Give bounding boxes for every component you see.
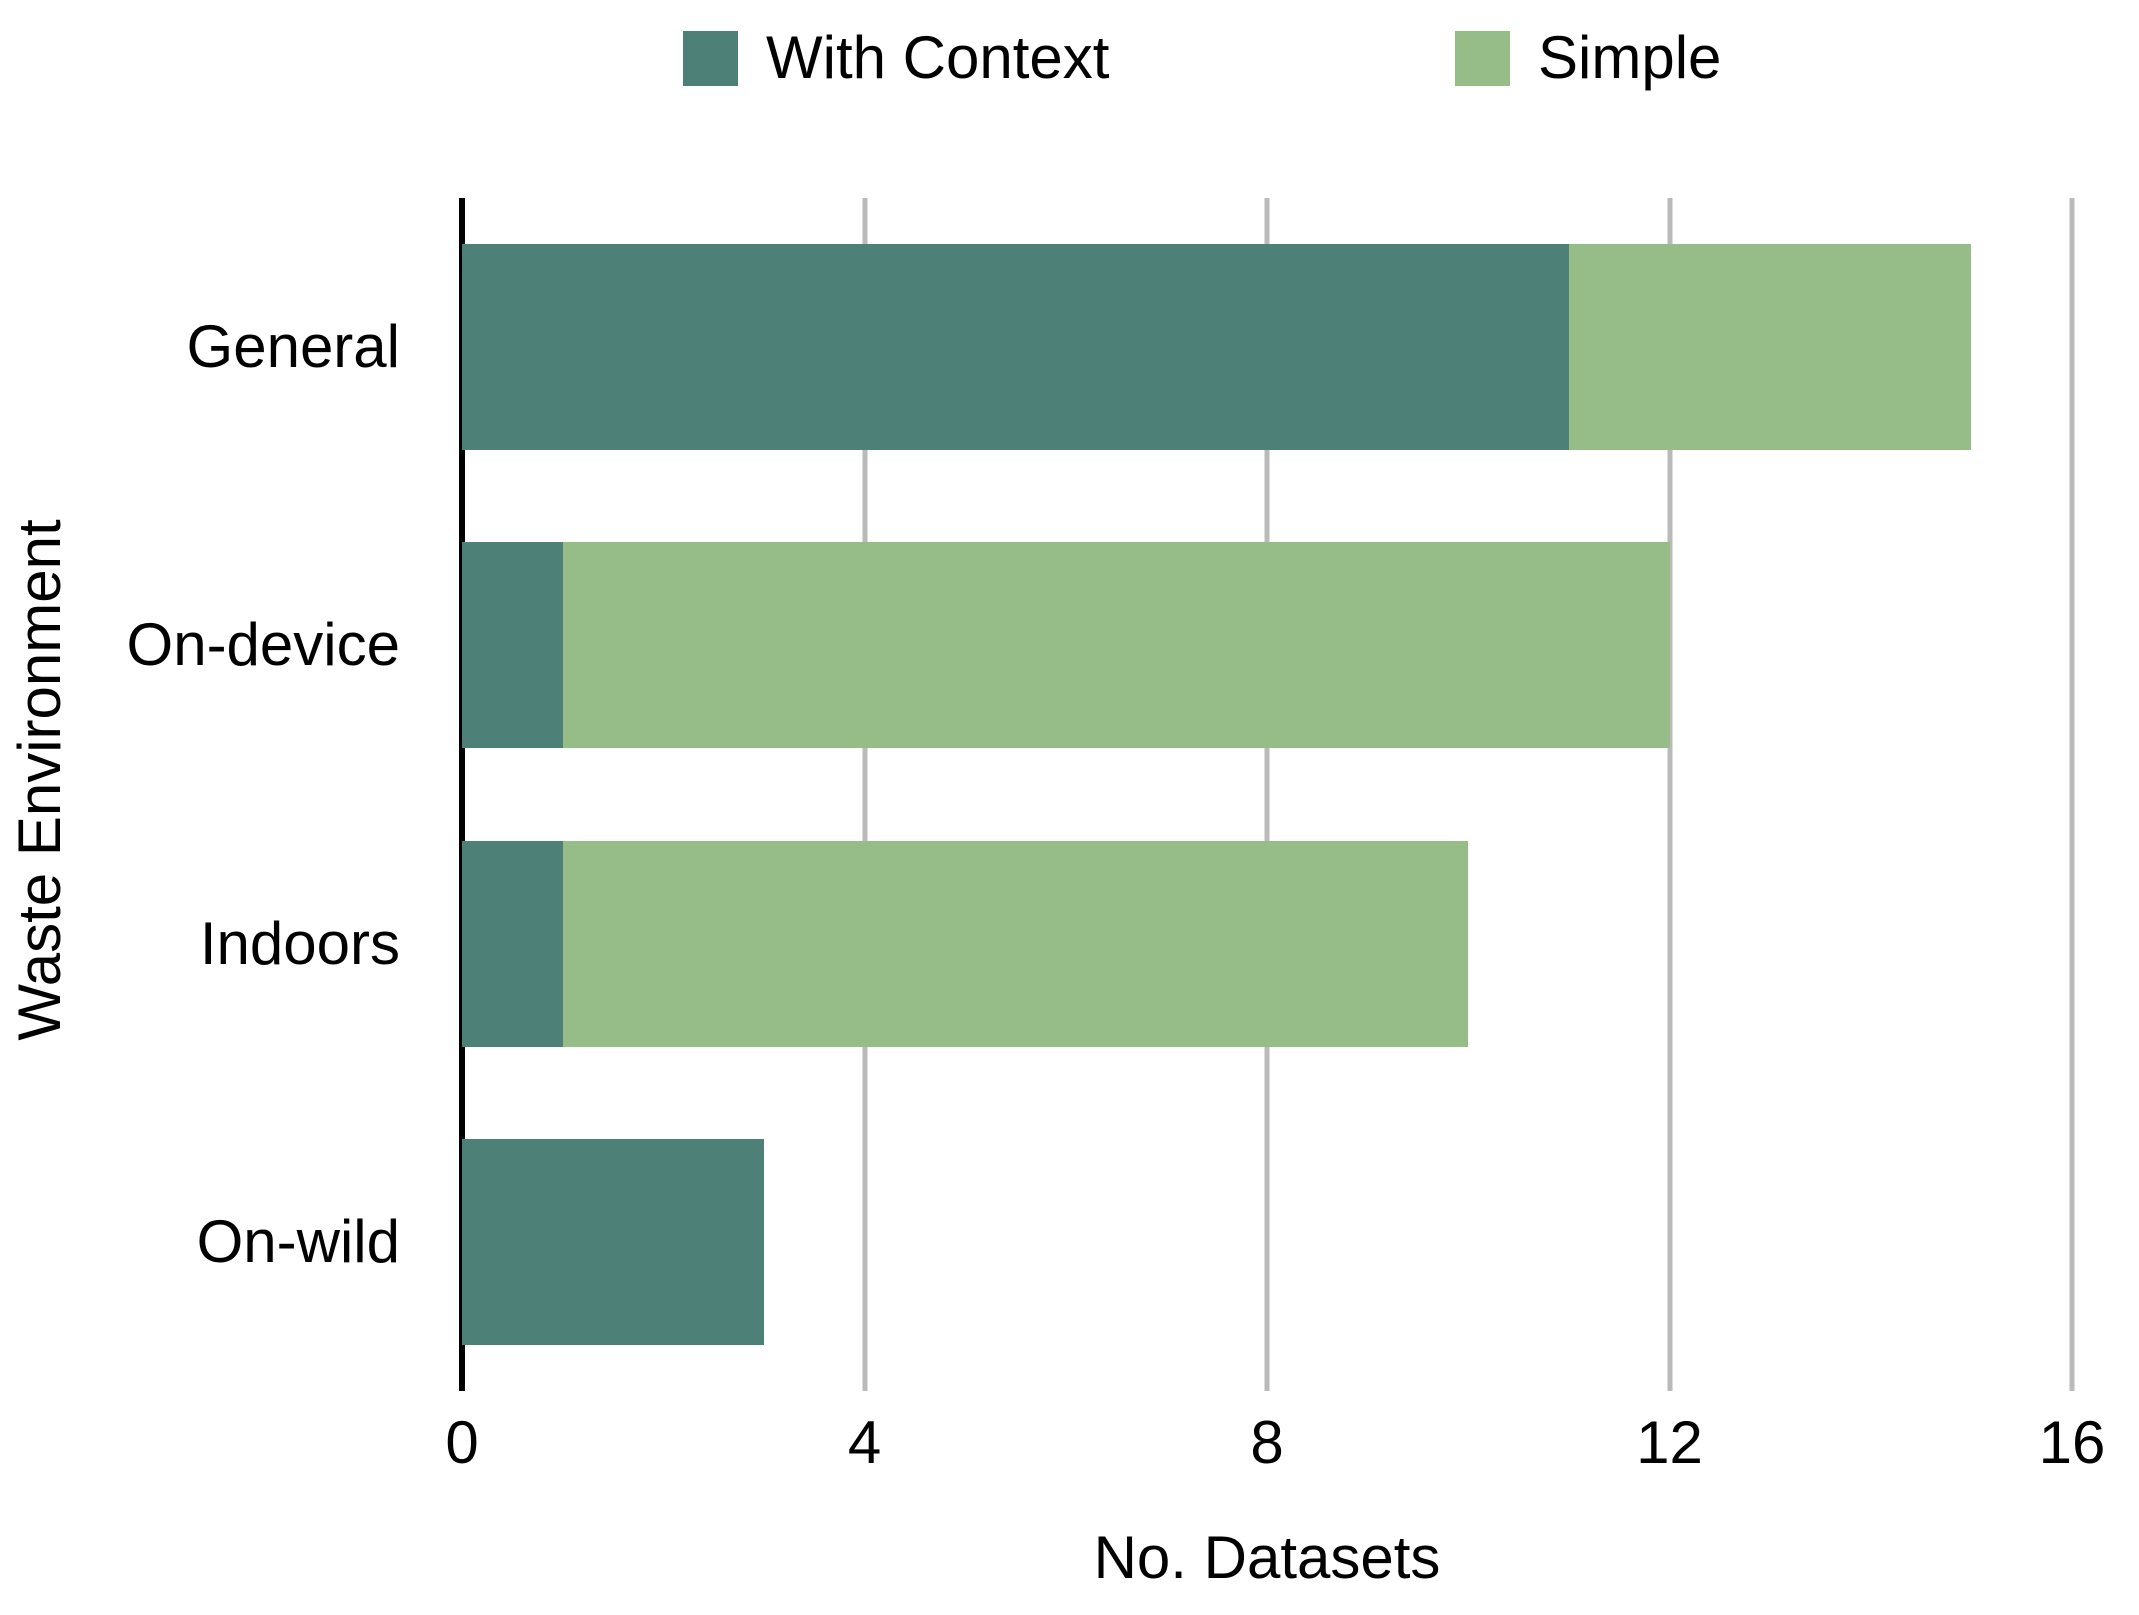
gridline-x-12 — [1667, 198, 1672, 1391]
bar-segment-on-wild-with-context — [462, 1138, 764, 1345]
bar-indoors — [462, 840, 1469, 1047]
gridline-x-4 — [862, 198, 867, 1391]
bar-segment-indoors-simple — [562, 840, 1469, 1047]
x-axis-title: No. Datasets — [1093, 1524, 1441, 1591]
gridline-x-16 — [2069, 198, 2075, 1391]
bar-general — [462, 244, 1972, 451]
legend-item-simple: Simple — [1455, 28, 1721, 88]
bar-segment-general-simple — [1568, 244, 1972, 451]
legend-label: Simple — [1538, 24, 1722, 91]
x-tick-label-8: 8 — [1250, 1409, 1284, 1476]
x-tick-label-0: 0 — [445, 1409, 479, 1476]
bar-segment-general-with-context — [462, 244, 1569, 451]
y-axis-line — [459, 198, 465, 1391]
category-label-general: General — [186, 313, 400, 381]
x-tick-label-16: 16 — [2038, 1409, 2106, 1476]
gridline-x-8 — [1264, 198, 1270, 1391]
category-label-indoors: Indoors — [199, 909, 400, 977]
legend-label: With Context — [766, 24, 1110, 91]
bar-segment-on-device-with-context — [462, 542, 563, 749]
legend-item-with-context: With Context — [683, 28, 1109, 88]
x-tick-label-4: 4 — [847, 1409, 882, 1476]
category-label-on-device: On-device — [126, 611, 400, 679]
bar-on-wild — [462, 1138, 764, 1345]
legend-swatch-icon — [683, 30, 738, 86]
plot-area — [459, 198, 2075, 1391]
y-axis-title: Waste Environment — [6, 519, 73, 1041]
bar-on-device — [462, 542, 1670, 749]
bar-segment-on-device-simple — [562, 542, 1670, 749]
x-tick-label-12: 12 — [1636, 1409, 1703, 1476]
bar-segment-indoors-with-context — [462, 840, 563, 1047]
category-label-on-wild: On-wild — [196, 1207, 400, 1275]
legend-swatch-icon — [1455, 30, 1510, 86]
